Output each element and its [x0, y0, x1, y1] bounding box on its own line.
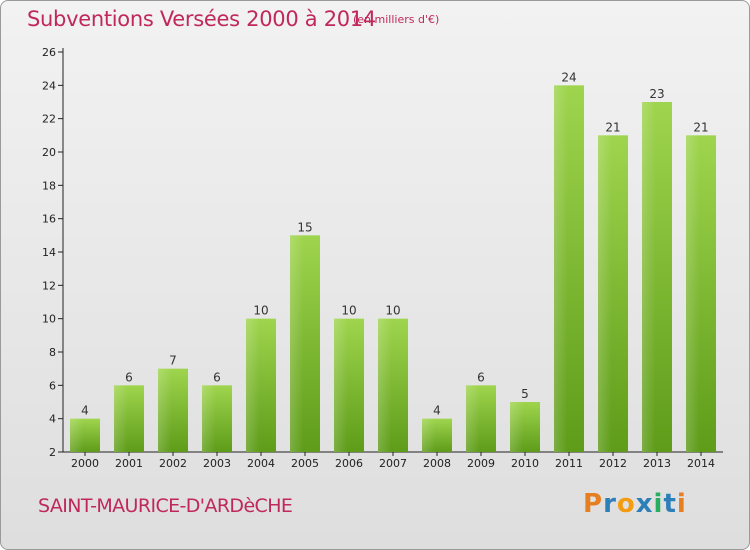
bar-highlight [246, 318, 260, 452]
bar-highlight [642, 102, 656, 452]
x-tick-label: 2000 [71, 457, 99, 470]
x-tick-label: 2004 [247, 457, 275, 470]
logo-letter: i [653, 489, 664, 519]
y-tick-label: 14 [42, 246, 56, 259]
y-tick-label: 8 [49, 346, 56, 359]
y-tick-label: 16 [42, 213, 56, 226]
y-tick-label: 6 [49, 379, 56, 392]
proxiti-logo: Proxiti [583, 489, 687, 519]
y-tick-label: 18 [42, 179, 56, 192]
x-tick-label: 2009 [467, 457, 495, 470]
value-label: 21 [693, 120, 708, 134]
bar-highlight [466, 385, 480, 452]
logo-letter: x [635, 489, 654, 519]
bar-highlight [334, 318, 348, 452]
bar-highlight [158, 368, 172, 452]
y-tick-label: 24 [42, 79, 56, 92]
bar-highlight [510, 402, 524, 452]
value-label: 7 [169, 354, 177, 368]
logo-letter: P [583, 489, 604, 519]
bar-highlight [202, 385, 216, 452]
bar-highlight [598, 135, 612, 453]
logo-letter: o [616, 489, 636, 519]
bar-highlight [114, 385, 128, 452]
value-label: 6 [213, 370, 221, 384]
x-tick-label: 2007 [379, 457, 407, 470]
bar-highlight [378, 318, 392, 452]
x-tick-label: 2003 [203, 457, 231, 470]
value-label: 4 [81, 404, 89, 418]
bar-highlight [422, 418, 436, 452]
x-tick-label: 2011 [555, 457, 583, 470]
chart-title: Subventions Versées 2000 à 2014 [27, 7, 376, 31]
value-label: 21 [605, 120, 620, 134]
value-label: 24 [561, 70, 576, 84]
y-tick-label: 20 [42, 146, 56, 159]
value-label: 4 [433, 404, 441, 418]
bar-highlight [290, 235, 304, 452]
x-tick-label: 2012 [599, 457, 627, 470]
x-tick-label: 2008 [423, 457, 451, 470]
x-tick-label: 2001 [115, 457, 143, 470]
value-label: 5 [521, 387, 529, 401]
labels: 4 2000 6 2001 7 2002 6 2003 10 2004 15 2005 10 2006 10… [71, 70, 715, 470]
bar-highlight [686, 135, 700, 453]
bar-highlight [70, 418, 84, 452]
x-tick-label: 2014 [687, 457, 715, 470]
value-label: 6 [125, 370, 133, 384]
y-tick-label: 22 [42, 113, 56, 126]
y-tick-label: 10 [42, 313, 56, 326]
bars [70, 85, 716, 453]
y-tick-label: 2 [49, 446, 56, 459]
y-tick-label: 26 [42, 46, 56, 59]
value-label: 15 [297, 220, 312, 234]
value-label: 6 [477, 370, 485, 384]
bar-highlight [554, 85, 568, 452]
x-tick-label: 2010 [511, 457, 539, 470]
x-tick-label: 2005 [291, 457, 319, 470]
commune-name: SAINT-MAURICE-D'ARDèCHE [38, 495, 293, 517]
unit-label: (en milliers d'€) [353, 13, 440, 26]
x-tick-label: 2013 [643, 457, 671, 470]
x-tick-label: 2006 [335, 457, 363, 470]
value-label: 10 [385, 304, 400, 318]
x-tick-label: 2002 [159, 457, 187, 470]
y-tick-label: 12 [42, 279, 56, 292]
logo-letter: t [663, 489, 677, 519]
value-label: 23 [649, 87, 664, 101]
logo-letter: r [603, 489, 617, 519]
value-label: 10 [253, 304, 268, 318]
logo-letter: i [676, 489, 687, 519]
value-label: 10 [341, 304, 356, 318]
y-tick-label: 4 [49, 413, 56, 426]
